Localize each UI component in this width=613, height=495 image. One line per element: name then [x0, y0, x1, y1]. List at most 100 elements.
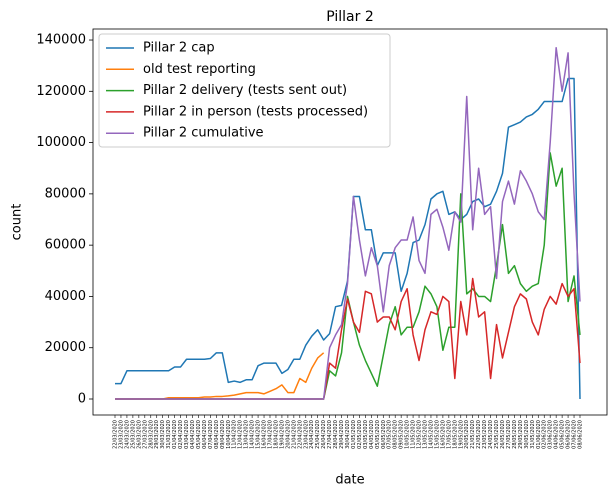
legend-label: Pillar 2 in person (tests processed): [143, 104, 368, 119]
x-tick-label: 07/06/2020: [572, 420, 578, 449]
x-tick-label: 10/05/2020: [405, 420, 411, 449]
legend-label: Pillar 2 cumulative: [143, 126, 264, 141]
x-tick-label: 03/05/2020: [363, 420, 369, 449]
x-tick-label: 11/04/2020: [232, 420, 238, 449]
x-tick-label: 14/05/2020: [428, 420, 434, 449]
x-tick-label: 11/05/2020: [411, 420, 417, 449]
x-tick-label: 01/05/2020: [351, 420, 357, 449]
y-axis-label: count: [10, 204, 25, 241]
x-tick-label: 28/05/2020: [512, 420, 518, 449]
x-tick-label: 24/05/2020: [488, 420, 494, 449]
x-tick-label: 20/04/2020: [285, 420, 291, 449]
x-tick-label: 12/05/2020: [417, 420, 423, 449]
x-tick-label: 12/04/2020: [238, 420, 244, 449]
y-tick-label: 60000: [45, 238, 86, 253]
y-tick-label: 80000: [45, 186, 86, 201]
x-tick-label: 09/04/2020: [220, 420, 226, 449]
x-tick-label: 07/04/2020: [208, 420, 214, 449]
x-tick-label: 31/03/2020: [166, 420, 172, 449]
x-tick-label: 29/03/2020: [154, 420, 160, 449]
x-tick-label: 22/04/2020: [297, 420, 303, 449]
x-tick-label: 28/03/2020: [148, 420, 154, 449]
x-tick-label: 08/05/2020: [393, 420, 399, 449]
x-tick-label: 25/05/2020: [494, 420, 500, 449]
x-tick-label: 10/04/2020: [226, 420, 232, 449]
x-tick-label: 26/03/2020: [136, 420, 142, 449]
x-tick-label: 21/04/2020: [291, 420, 297, 449]
series-line: [115, 352, 325, 400]
y-tick-label: 20000: [45, 340, 86, 355]
x-tick-label: 27/04/2020: [327, 420, 333, 449]
y-tick-label: 0: [78, 392, 86, 407]
x-tick-label: 23/03/2020: [118, 420, 124, 449]
x-axis-label: date: [335, 473, 364, 488]
x-tick-label: 16/05/2020: [440, 420, 446, 449]
x-tick-label: 06/06/2020: [566, 420, 572, 449]
x-tick-label: 07/05/2020: [387, 420, 393, 449]
legend-label: Pillar 2 delivery (tests sent out): [143, 83, 347, 98]
x-tick-label: 27/03/2020: [142, 420, 148, 449]
x-tick-label: 24/03/2020: [124, 420, 130, 449]
x-tick-label: 01/06/2020: [536, 420, 542, 449]
x-tick-label: 08/06/2020: [578, 420, 584, 449]
legend-label: old test reporting: [143, 62, 256, 77]
x-tick-label: 17/04/2020: [268, 420, 274, 449]
x-tick-label: 26/04/2020: [321, 420, 327, 449]
plot-area: [92, 28, 608, 416]
x-tick-label: 03/04/2020: [184, 420, 190, 449]
x-tick-label: 04/04/2020: [190, 420, 196, 449]
x-tick-label: 06/04/2020: [202, 420, 208, 449]
x-tick-label: 02/06/2020: [542, 420, 548, 449]
x-tick-label: 30/03/2020: [160, 420, 166, 449]
legend-label: Pillar 2 cap: [143, 41, 215, 56]
x-tick-label: 05/05/2020: [375, 420, 381, 449]
x-tick-label: 13/05/2020: [423, 420, 429, 449]
x-tick-label: 28/04/2020: [333, 420, 339, 449]
x-tick-label: 17/05/2020: [446, 420, 452, 449]
x-tick-label: 19/04/2020: [279, 420, 285, 449]
x-tick-label: 02/05/2020: [357, 420, 363, 449]
x-tick-label: 23/05/2020: [482, 420, 488, 449]
x-tick-label: 26/05/2020: [500, 420, 506, 449]
x-tick-label: 24/04/2020: [309, 420, 315, 449]
x-tick-label: 04/05/2020: [369, 420, 375, 449]
x-tick-label: 04/06/2020: [554, 420, 560, 449]
x-tick-label: 05/06/2020: [560, 420, 566, 449]
x-tick-label: 23/04/2020: [303, 420, 309, 449]
x-tick-label: 16/04/2020: [262, 420, 268, 449]
x-tick-label: 30/05/2020: [524, 420, 530, 449]
x-tick-label: 13/04/2020: [244, 420, 250, 449]
x-tick-label: 18/05/2020: [452, 420, 458, 449]
x-tick-label: 03/06/2020: [548, 420, 554, 449]
x-tick-label: 29/04/2020: [339, 420, 345, 449]
x-tick-label: 30/04/2020: [345, 420, 351, 449]
series-line: [115, 46, 581, 400]
x-tick-label: 22/03/2020: [113, 420, 119, 449]
chart-title: Pillar 2: [326, 9, 374, 25]
x-tick-label: 09/05/2020: [399, 420, 405, 449]
x-tick-label: 15/05/2020: [434, 420, 440, 449]
x-tick-label: 25/03/2020: [130, 420, 136, 449]
x-tick-label: 02/04/2020: [178, 420, 184, 449]
x-tick-label: 21/05/2020: [470, 420, 476, 449]
x-tick-label: 20/05/2020: [464, 420, 470, 449]
y-tick-label: 100000: [36, 135, 86, 150]
x-tick-label: 14/04/2020: [250, 420, 256, 449]
x-tick-label: 27/05/2020: [506, 420, 512, 449]
y-tick-label: 120000: [36, 84, 86, 99]
x-tick-label: 19/05/2020: [458, 420, 464, 449]
x-tick-label: 06/05/2020: [381, 420, 387, 449]
x-tick-label: 25/04/2020: [315, 420, 321, 449]
x-tick-label: 15/04/2020: [256, 420, 262, 449]
x-tick-label: 22/05/2020: [476, 420, 482, 449]
legend-box: [98, 33, 391, 148]
x-tick-label: 01/04/2020: [172, 420, 178, 449]
y-tick-label: 40000: [45, 289, 86, 304]
x-tick-label: 05/04/2020: [196, 420, 202, 449]
x-tick-label: 29/05/2020: [518, 420, 524, 449]
x-tick-label: 18/04/2020: [273, 420, 279, 449]
x-tick-label: 31/05/2020: [530, 420, 536, 449]
y-tick-label: 140000: [36, 33, 86, 48]
x-tick-label: 08/04/2020: [214, 420, 220, 449]
